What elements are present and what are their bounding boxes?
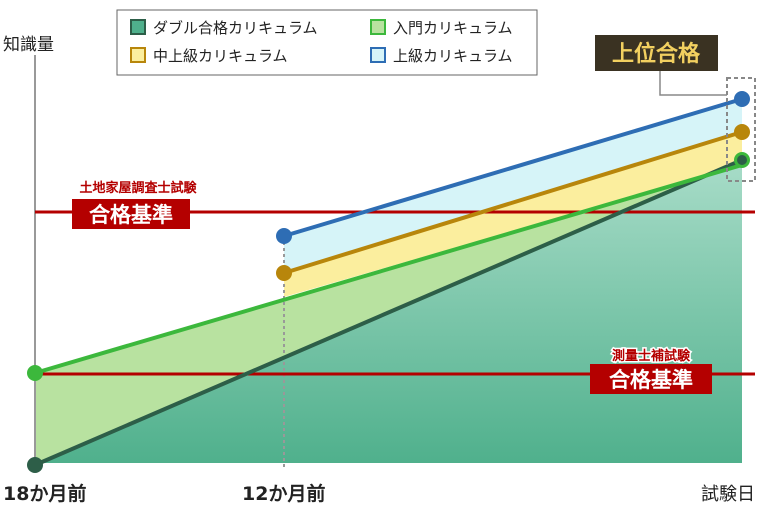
legend xyxy=(116,9,538,76)
legend-label: ダブル合格カリキュラム xyxy=(153,19,318,37)
adv-line xyxy=(283,97,743,238)
x-label: 18か月前 xyxy=(3,482,86,505)
y-axis-label: 知識量 xyxy=(3,35,54,55)
double-line xyxy=(34,158,743,467)
exam-name: 測量士補試験 xyxy=(612,348,691,364)
legend-swatch xyxy=(370,47,386,63)
exam-name: 土地家屋調査士試験 xyxy=(79,180,197,196)
x-label: 12か月前 xyxy=(242,482,325,505)
legend-swatch xyxy=(370,19,386,35)
pass-badge xyxy=(590,364,712,394)
pass-label: 合格基準 xyxy=(89,203,173,227)
pass-label: 合格基準 xyxy=(609,368,693,392)
legend-swatch xyxy=(130,47,146,63)
upper-label: 上位合格 xyxy=(612,41,701,67)
mid-area xyxy=(284,132,742,297)
upper-badge xyxy=(595,35,718,71)
mid-line xyxy=(283,130,743,275)
highlight-box xyxy=(726,77,756,182)
points xyxy=(27,91,750,473)
pass-badge xyxy=(72,199,190,229)
connector xyxy=(659,70,727,96)
legend-label: 入門カリキュラム xyxy=(393,19,513,37)
x-label: 試験日 xyxy=(701,484,755,505)
legend-swatch xyxy=(130,19,146,35)
intro-line xyxy=(34,163,743,375)
legend-label: 中上級カリキュラム xyxy=(153,47,288,65)
legend-label: 上級カリキュラム xyxy=(393,47,513,65)
adv-area xyxy=(284,99,742,273)
